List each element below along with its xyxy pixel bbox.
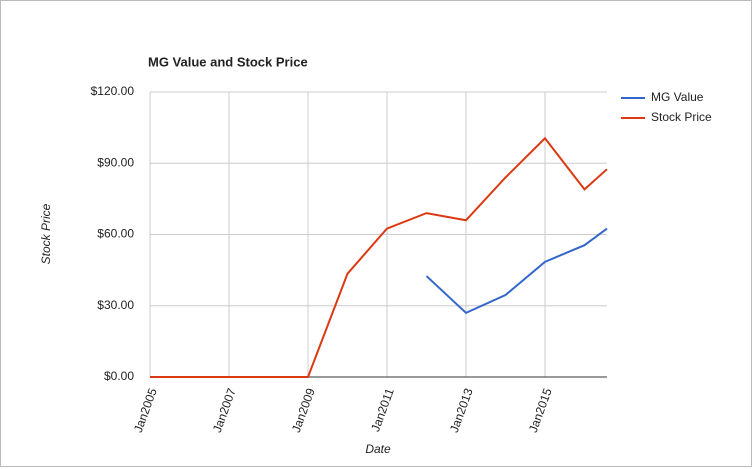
legend-label: Stock Price — [651, 110, 712, 124]
x-axis-label: Date — [365, 442, 391, 456]
chart-title: MG Value and Stock Price — [148, 54, 308, 69]
y-tick-label: $30.00 — [97, 298, 134, 312]
series-line — [150, 136, 608, 378]
series-line — [425, 227, 608, 315]
y-tick-label: $120.00 — [91, 84, 135, 98]
legend-label: MG Value — [651, 90, 704, 104]
y-tick-label: $60.00 — [97, 227, 134, 241]
y-axis-label: Stock Price — [39, 203, 53, 264]
y-tick-label: $90.00 — [97, 155, 134, 169]
y-tick-label: $0.00 — [104, 369, 134, 383]
